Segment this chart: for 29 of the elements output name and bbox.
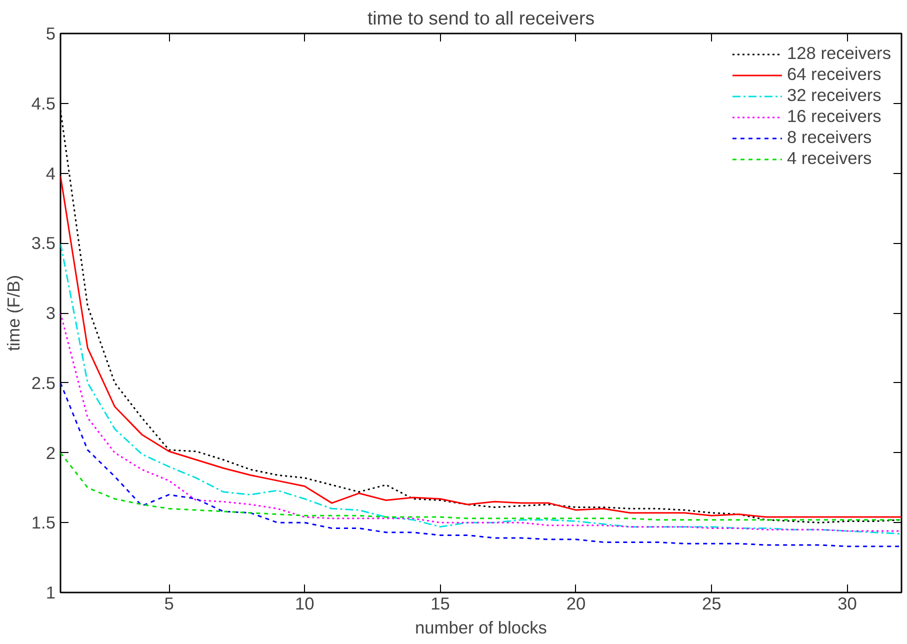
chart-title: time to send to all receivers [367,8,595,28]
y-tick-label: 1 [46,582,56,602]
legend-label: 16 receivers [786,106,882,127]
legend-label: 32 receivers [786,85,882,106]
y-tick-label: 3.5 [31,233,56,254]
line-series [60,452,902,521]
y-axis-title: time (F/B) [3,274,24,352]
y-tick-label: 2 [46,442,56,463]
x-tick-label: 30 [838,594,857,614]
x-tick-label: 20 [566,594,586,614]
legend-label: 4 receivers [786,148,872,169]
legend-label: 64 receivers [786,64,882,85]
x-axis-title: number of blocks [415,618,548,638]
legend-label: 8 receivers [786,127,872,148]
x-tick-label: 15 [430,594,450,614]
x-tick-label: 25 [702,594,722,614]
y-tick-label: 3 [46,303,56,323]
y-tick-label: 1.5 [31,512,56,533]
y-tick-label: 2.5 [31,372,56,393]
line-series [60,382,902,548]
y-tick-label: 5 [46,24,56,44]
legend-label: 128 receivers [786,43,891,64]
y-tick-label: 4 [46,163,56,184]
line-series [60,175,902,518]
y-tick-label: 4.5 [31,93,56,114]
x-tick-label: 5 [164,594,174,614]
line-series [60,242,902,535]
x-tick-label: 10 [295,594,314,614]
line-series [60,312,902,532]
